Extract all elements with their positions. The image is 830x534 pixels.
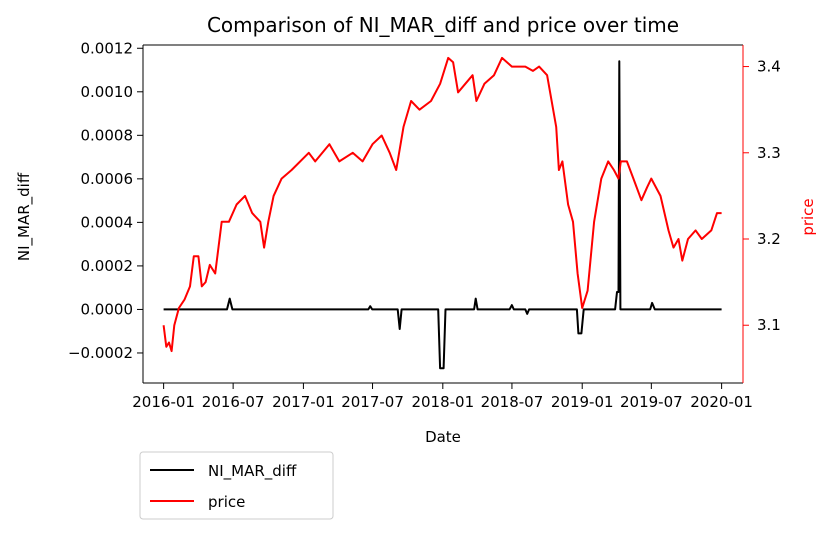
x-tick-label: 2016-07 xyxy=(202,393,265,411)
y-left-tick-label: 0.0006 xyxy=(81,170,134,188)
legend-label-price: price xyxy=(208,493,245,511)
axes: 2016-01 2016-07 2017-01 2017-07 2018-01 2018-… xyxy=(68,39,781,411)
x-tick-label: 2017-01 xyxy=(272,393,335,411)
y-right-tick-label: 3.3 xyxy=(757,144,781,162)
y-left-tick-label: 0.0004 xyxy=(81,213,134,231)
plot-area xyxy=(162,56,722,370)
series-line-price xyxy=(162,56,722,353)
x-tick-label: 2017-07 xyxy=(341,393,404,411)
x-tick-label: 2018-07 xyxy=(481,393,544,411)
chart-title: Comparison of NI_MAR_diff and price over… xyxy=(207,13,679,37)
x-tick-label: 2016-01 xyxy=(132,393,195,411)
y-left-tick-label: 0.0000 xyxy=(81,300,134,318)
y-axis-left-title: NI_MAR_diff xyxy=(15,172,34,261)
series-line-ni-mar-diff xyxy=(163,60,722,370)
legend: NI_MAR_diff price xyxy=(139,451,334,520)
x-axis-title: Date xyxy=(425,428,461,446)
y-right-tick-label: 3.2 xyxy=(757,230,781,248)
y-left-tick-label: 0.0008 xyxy=(81,126,134,144)
y-right-tick-label: 3.4 xyxy=(757,58,781,76)
x-tick-label: 2020-01 xyxy=(690,393,753,411)
x-tick-label: 2019-01 xyxy=(551,393,614,411)
y-axis-right-title: price xyxy=(799,198,817,235)
y-left-tick-label: −0.0002 xyxy=(68,344,133,362)
legend-label-ni-mar-diff: NI_MAR_diff xyxy=(208,462,297,481)
x-tick-label: 2018-01 xyxy=(411,393,474,411)
legend-frame xyxy=(139,451,334,520)
y-right-tick-label: 3.1 xyxy=(757,316,781,334)
y-left-tick-label: 0.0012 xyxy=(81,39,134,57)
y-left-tick-label: 0.0010 xyxy=(81,83,134,101)
x-tick-label: 2019-07 xyxy=(620,393,683,411)
y-left-tick-label: 0.0002 xyxy=(81,257,134,275)
